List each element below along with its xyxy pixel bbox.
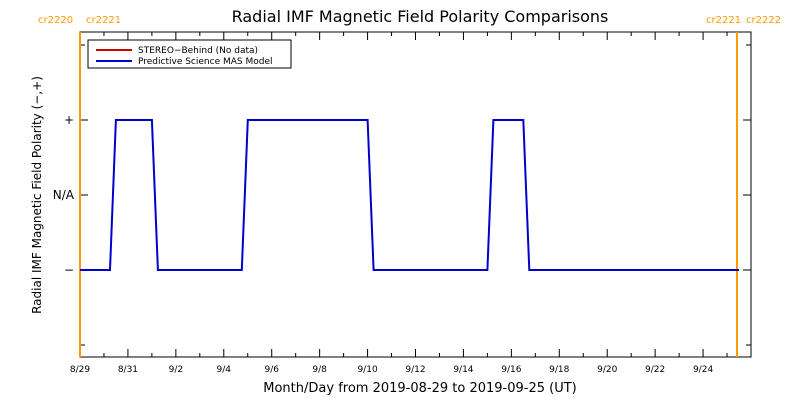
- carrington-label-right-2: cr2222: [746, 15, 781, 26]
- x-tick-label: 9/18: [549, 365, 569, 375]
- x-axis-label: Month/Day from 2019-08-29 to 2019-09-25 …: [263, 381, 576, 396]
- x-tick-label: 9/14: [453, 365, 473, 375]
- x-tick-label: 9/2: [169, 365, 183, 375]
- series-line-mas: [80, 119, 739, 271]
- y-tick-label: −: [64, 263, 74, 277]
- carrington-label-left-2: cr2221: [86, 15, 121, 26]
- x-tick-label: 9/20: [597, 365, 617, 375]
- plot-frame: [79, 31, 752, 358]
- x-axis: 8/29 8/31 9/2 9/4 9/6 9/8 9/10 9/12 9/14 9/16 9/18…: [70, 32, 752, 375]
- x-tick-label: 9/12: [405, 365, 425, 375]
- chart-title: Radial IMF Magnetic Field Polarity Compa…: [232, 7, 609, 26]
- x-tick-label: 8/29: [70, 365, 90, 375]
- carrington-label-left-1: cr2220: [38, 15, 73, 26]
- x-tick-label: 9/4: [217, 365, 232, 375]
- legend-label-mas: Predictive Science MAS Model: [138, 57, 273, 67]
- y-tick-label: N/A: [53, 188, 75, 202]
- y-tick-label: +: [64, 113, 74, 127]
- legend-box: [87, 39, 292, 69]
- legend-label-stereo: STEREO−Behind (No data): [138, 46, 258, 56]
- carrington-label-right-1: cr2221: [706, 15, 741, 26]
- x-tick-label: 9/24: [693, 365, 713, 375]
- x-tick-label: 9/22: [645, 365, 665, 375]
- x-tick-label: 9/6: [264, 365, 279, 375]
- x-tick-label: 8/31: [118, 365, 138, 375]
- x-tick-label: 9/8: [312, 365, 327, 375]
- x-tick-label: 9/10: [357, 365, 377, 375]
- series-lines: [80, 119, 739, 271]
- carrington-markers: [79, 32, 739, 357]
- y-axis: + N/A −: [53, 44, 751, 346]
- legend: STEREO−Behind (No data) Predictive Scien…: [87, 39, 292, 69]
- y-axis-label: Radial IMF Magnetic Field Polarity (−,+): [30, 76, 44, 314]
- x-tick-label: 9/16: [501, 365, 521, 375]
